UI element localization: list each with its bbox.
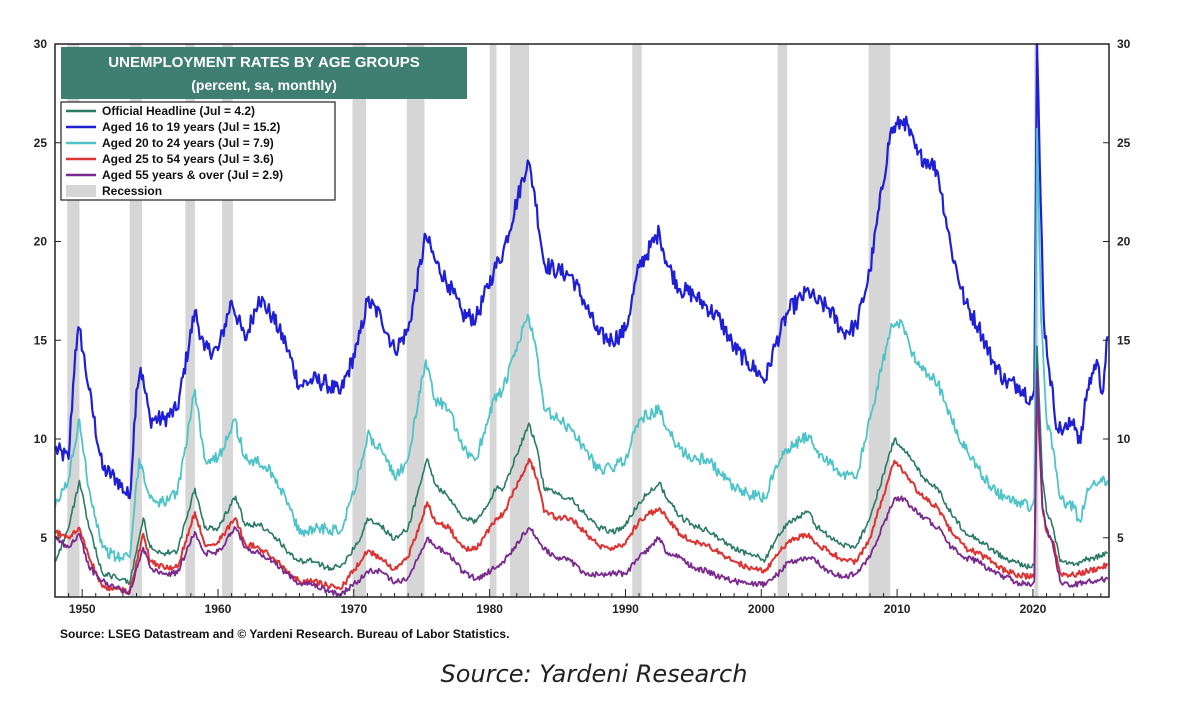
y-axis-left: 5 10 15 20 25 30 — [34, 37, 61, 545]
legend-label-0: Official Headline (Jul = 4.2) — [102, 104, 255, 118]
series-line-3 — [54, 388, 1109, 595]
image-caption: Source: Yardeni Research — [440, 660, 748, 688]
recession-band-8 — [632, 44, 642, 597]
y-tick-left-label: 20 — [34, 235, 48, 249]
plot-frame — [54, 43, 1110, 598]
x-tick-label: 1980 — [476, 602, 503, 616]
y-tick-left-label: 30 — [34, 37, 48, 51]
y-tick-right-label: 15 — [1117, 333, 1131, 347]
y-tick-right-label: 25 — [1117, 136, 1131, 150]
title-box-background — [61, 47, 467, 99]
x-tick-label: 2010 — [884, 602, 911, 616]
legend: Official Headline (Jul = 4.2) Aged 16 to … — [60, 101, 336, 201]
y-tick-left-label: 25 — [34, 136, 48, 150]
x-tick-label: 2020 — [1020, 602, 1047, 616]
series-line-4 — [54, 369, 1109, 597]
series-line-2 — [54, 345, 1109, 585]
chart-footer: Source: LSEG Datastream and © Yardeni Re… — [60, 627, 509, 641]
y-tick-right-label: 20 — [1117, 235, 1131, 249]
y-axis-right: 5 10 15 20 25 30 — [1103, 37, 1131, 545]
legend-items: Official Headline (Jul = 4.2) Aged 16 to … — [66, 104, 283, 198]
recession-band-2 — [185, 44, 195, 597]
y-tick-right-label: 5 — [1117, 531, 1124, 545]
y-tick-right-label: 30 — [1117, 37, 1131, 51]
chart-subtitle: (percent, sa, monthly) — [191, 77, 336, 93]
x-tick-label: 1990 — [612, 602, 639, 616]
y-tick-left-label: 5 — [40, 531, 47, 545]
legend-swatch-recession — [66, 185, 96, 197]
series-line-0 — [54, 42, 1109, 500]
y-tick-right-label: 10 — [1117, 432, 1131, 446]
legend-label-3: Aged 25 to 54 years (Jul = 3.6) — [102, 152, 274, 166]
recession-band-5 — [406, 44, 425, 597]
recession-band-6 — [489, 44, 497, 597]
x-tick-label: 2000 — [748, 602, 775, 616]
title-box: UNEMPLOYMENT RATES BY AGE GROUPS (percen… — [61, 47, 467, 99]
legend-label-4: Aged 55 years & over (Jul = 2.9) — [102, 168, 283, 182]
chart-title: UNEMPLOYMENT RATES BY AGE GROUPS — [108, 54, 419, 71]
legend-label-2: Aged 20 to 24 years (Jul = 7.9) — [102, 136, 274, 150]
x-tick-label: 1970 — [340, 602, 367, 616]
legend-label-5: Recession — [102, 184, 162, 198]
x-axis: 1950 1960 1970 1980 1990 2000 2010 2020 — [54, 589, 1102, 616]
y-tick-left-label: 15 — [34, 333, 48, 347]
unemployment-chart: 5 10 15 20 25 30 5 10 15 20 25 30 1950 1960 1970 1980… — [34, 37, 1131, 641]
x-tick-label: 1960 — [205, 602, 232, 616]
y-tick-left-label: 10 — [34, 432, 48, 446]
legend-label-1: Aged 16 to 19 years (Jul = 15.2) — [102, 120, 280, 134]
series-lines — [54, 42, 1109, 597]
series-line-1 — [54, 128, 1109, 563]
x-tick-label: 1950 — [69, 602, 96, 616]
legend-box — [60, 101, 336, 201]
